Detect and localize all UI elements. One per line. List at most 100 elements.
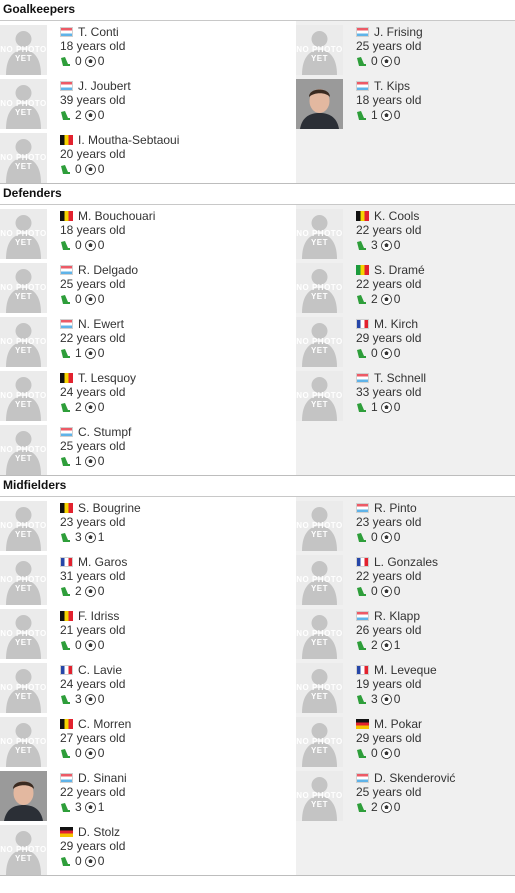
player-name-link[interactable]: M. Pokar [374, 717, 423, 731]
player-name-link[interactable]: C. Morren [78, 717, 132, 731]
player-name-link[interactable]: M. Leveque [374, 663, 437, 677]
appearances-count: 3 [371, 238, 378, 252]
no-photo-placeholder[interactable]: NO PHOTO YET [296, 717, 343, 767]
player-name-link[interactable]: C. Stumpf [78, 425, 132, 439]
no-photo-placeholder[interactable]: NO PHOTO YET [0, 79, 47, 129]
no-photo-placeholder[interactable]: NO PHOTO YET [0, 663, 47, 713]
player-name-link[interactable]: C. Lavie [78, 663, 123, 677]
player-name-line: K. Cools [356, 209, 421, 223]
player-card[interactable]: NO PHOTO YET N. Ewert 22 years old 1 0 [0, 313, 296, 367]
player-card[interactable]: NO PHOTO YET J. Frising 25 years old 0 0 [296, 21, 515, 75]
no-photo-placeholder[interactable]: NO PHOTO YET [0, 209, 47, 259]
no-photo-placeholder[interactable]: NO PHOTO YET [0, 501, 47, 551]
player-card[interactable]: NO PHOTO YET S. Bougrine 23 years old 3 1 [0, 497, 296, 551]
player-name-line: D. Sinani [60, 771, 127, 785]
player-card[interactable]: NO PHOTO YET K. Cools 22 years old 3 0 [296, 205, 515, 259]
no-photo-placeholder[interactable]: NO PHOTO YET [296, 263, 343, 313]
no-photo-placeholder[interactable]: NO PHOTO YET [296, 771, 343, 821]
no-photo-placeholder[interactable]: NO PHOTO YET [296, 609, 343, 659]
player-card[interactable]: NO PHOTO YET M. Pokar 29 years old 0 0 [296, 713, 515, 767]
no-photo-placeholder[interactable]: NO PHOTO YET [0, 717, 47, 767]
player-name-link[interactable]: R. Klapp [374, 609, 421, 623]
player-name-link[interactable]: M. Bouchouari [78, 209, 156, 223]
player-card[interactable]: NO PHOTO YET C. Lavie 24 years old 3 0 [0, 659, 296, 713]
player-card[interactable]: NO PHOTO YET L. Gonzales 22 years old 0 0 [296, 551, 515, 605]
goals-count: 0 [97, 162, 105, 176]
player-name-line: M. Garos [60, 555, 127, 569]
player-name-link[interactable]: D. Sinani [78, 771, 127, 785]
player-name-link[interactable]: S. Dramé [374, 263, 425, 277]
player-card[interactable]: NO PHOTO YET T. Conti 18 years old 0 0 [0, 21, 296, 75]
no-photo-placeholder[interactable]: NO PHOTO YET [296, 25, 343, 75]
player-name-link[interactable]: I. Moutha-Sebtaoui [78, 133, 180, 147]
player-card[interactable]: NO PHOTO YET J. Joubert 39 years old 2 0 [0, 75, 296, 129]
player-name-link[interactable]: F. Idriss [78, 609, 120, 623]
player-name-link[interactable]: S. Bougrine [78, 501, 141, 515]
player-name-link[interactable]: T. Kips [374, 79, 411, 93]
goals-count: 0 [393, 800, 401, 814]
player-card[interactable]: NO PHOTO YET M. Garos 31 years old 2 0 [0, 551, 296, 605]
player-card[interactable]: T. Kips 18 years old 1 0 [296, 75, 515, 129]
no-photo-placeholder[interactable]: NO PHOTO YET [0, 133, 47, 183]
player-name-link[interactable]: J. Frising [374, 25, 423, 39]
section-title-defenders: Defenders [0, 184, 515, 205]
no-photo-placeholder[interactable]: NO PHOTO YET [296, 555, 343, 605]
player-name-link[interactable]: N. Ewert [78, 317, 125, 331]
player-card[interactable]: NO PHOTO YET R. Pinto 23 years old 0 0 [296, 497, 515, 551]
player-card[interactable]: NO PHOTO YET D. Stolz 29 years old 0 0 [0, 821, 296, 875]
player-name-link[interactable]: R. Delgado [78, 263, 139, 277]
flag-de-icon [356, 719, 369, 729]
player-card[interactable]: NO PHOTO YET M. Leveque 19 years old 3 0 [296, 659, 515, 713]
player-age: 26 years old [356, 623, 422, 637]
no-photo-placeholder[interactable]: NO PHOTO YET [0, 317, 47, 367]
no-photo-placeholder[interactable]: NO PHOTO YET [296, 663, 343, 713]
player-name-link[interactable]: M. Garos [78, 555, 128, 569]
player-card[interactable]: NO PHOTO YET D. Skenderović 25 years old 2 0 [296, 767, 515, 821]
player-card[interactable]: NO PHOTO YET T. Schnell 33 years old 1 0 [296, 367, 515, 421]
player-card[interactable]: NO PHOTO YET M. Kirch 29 years old 0 0 [296, 313, 515, 367]
player-card[interactable]: NO PHOTO YET M. Bouchouari 18 years old 0 0 [0, 205, 296, 259]
player-card[interactable]: NO PHOTO YET C. Stumpf 25 years old 1 0 [0, 421, 296, 475]
player-info: M. Leveque 19 years old 3 0 [356, 663, 437, 706]
player-name-line: T. Conti [60, 25, 125, 39]
no-photo-placeholder[interactable]: NO PHOTO YET [296, 371, 343, 421]
player-name-link[interactable]: D. Skenderović [374, 771, 456, 785]
goals-ball-icon [84, 239, 96, 251]
player-card[interactable]: D. Sinani 22 years old 3 1 [0, 767, 296, 821]
player-card[interactable]: NO PHOTO YET R. Delgado 25 years old 0 0 [0, 259, 296, 313]
player-name-link[interactable]: L. Gonzales [374, 555, 439, 569]
no-photo-placeholder[interactable]: NO PHOTO YET [296, 501, 343, 551]
player-photo[interactable] [296, 79, 343, 129]
player-name-link[interactable]: R. Pinto [374, 501, 417, 515]
goals-count: 1 [393, 638, 401, 652]
player-name-link[interactable]: T. Schnell [374, 371, 427, 385]
player-card[interactable]: NO PHOTO YET S. Dramé 22 years old 2 0 [296, 259, 515, 313]
no-photo-placeholder[interactable]: NO PHOTO YET [0, 555, 47, 605]
player-card[interactable]: NO PHOTO YET C. Morren 27 years old 0 0 [0, 713, 296, 767]
no-photo-placeholder[interactable]: NO PHOTO YET [0, 263, 47, 313]
player-card[interactable]: NO PHOTO YET T. Lesquoy 24 years old 2 0 [0, 367, 296, 421]
no-photo-placeholder[interactable]: NO PHOTO YET [0, 825, 47, 875]
no-photo-placeholder[interactable]: NO PHOTO YET [296, 209, 343, 259]
goals-ball-icon [84, 639, 96, 651]
player-name-link[interactable]: K. Cools [374, 209, 420, 223]
player-name-link[interactable]: J. Joubert [78, 79, 131, 93]
player-name-link[interactable]: M. Kirch [374, 317, 419, 331]
no-photo-placeholder[interactable]: NO PHOTO YET [0, 25, 47, 75]
player-name-link[interactable]: T. Conti [78, 25, 119, 39]
player-photo[interactable] [0, 771, 47, 821]
player-name-link[interactable]: T. Lesquoy [78, 371, 137, 385]
player-card[interactable]: NO PHOTO YET R. Klapp 26 years old 2 1 [296, 605, 515, 659]
player-name-link[interactable]: D. Stolz [78, 825, 121, 839]
player-card[interactable]: NO PHOTO YET I. Moutha-Sebtaoui 20 years o… [0, 129, 296, 183]
no-photo-placeholder[interactable]: NO PHOTO YET [0, 371, 47, 421]
no-photo-placeholder[interactable]: NO PHOTO YET [0, 425, 47, 475]
no-photo-placeholder[interactable]: NO PHOTO YET [0, 609, 47, 659]
player-age: 24 years old [60, 385, 126, 399]
no-photo-placeholder[interactable]: NO PHOTO YET [296, 317, 343, 367]
player-card[interactable]: NO PHOTO YET F. Idriss 21 years old 0 0 [0, 605, 296, 659]
